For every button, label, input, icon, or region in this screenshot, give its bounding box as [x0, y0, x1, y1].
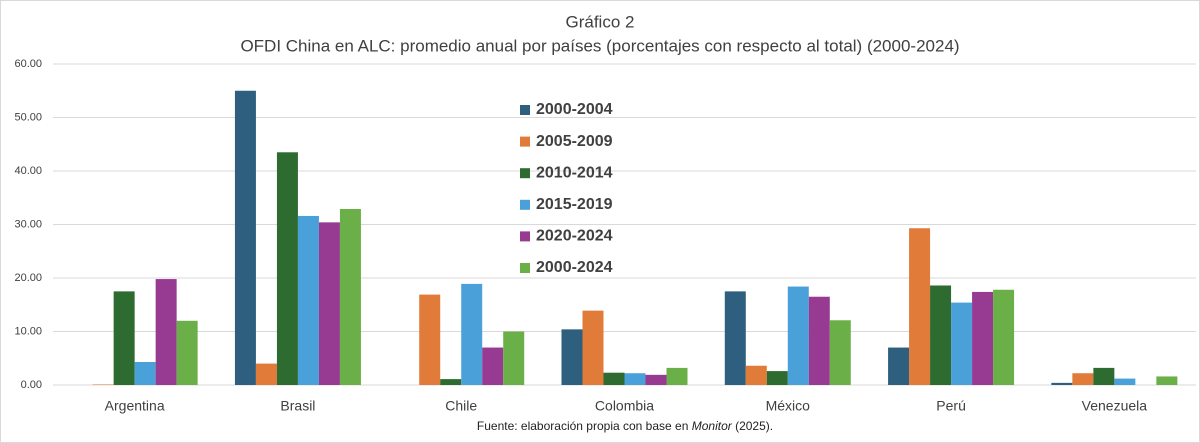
legend-label: 2015-2019 [536, 196, 613, 213]
bar [561, 329, 583, 385]
x-tick-label: Argentina [105, 398, 165, 414]
chart-subtitle: OFDI China en ALC: promedio anual por pa… [240, 36, 959, 55]
bar [766, 371, 788, 385]
x-tick-label: Venezuela [1082, 398, 1148, 414]
source-note: Fuente: elaboración propia con base en M… [477, 419, 773, 433]
bar [1156, 376, 1178, 385]
bar [113, 291, 135, 385]
y-tick-label: 40.00 [14, 165, 42, 177]
bar [624, 373, 646, 385]
bar [745, 365, 767, 385]
bar [808, 296, 830, 385]
bar [276, 152, 298, 385]
legend-swatch [520, 199, 530, 210]
bar [1114, 378, 1136, 385]
legend-label: 2000-2024 [536, 259, 613, 276]
bar [787, 286, 809, 385]
y-tick-label: 60.00 [14, 58, 42, 70]
bar [419, 294, 441, 385]
y-tick-label: 10.00 [14, 325, 42, 337]
bar [482, 347, 504, 385]
bar [234, 90, 256, 385]
legend-swatch [520, 263, 530, 273]
x-tick-label: Chile [445, 398, 477, 414]
bar [993, 289, 1015, 385]
bar [255, 363, 277, 385]
bar [909, 228, 931, 385]
bar [724, 291, 746, 385]
legend-swatch [520, 168, 530, 179]
bar [92, 384, 114, 385]
legend-swatch [520, 105, 530, 115]
bar [503, 331, 525, 385]
bar [440, 379, 462, 385]
x-tick-label: Perú [936, 398, 966, 414]
legend-label: 2010-2014 [536, 164, 613, 181]
bar [1093, 367, 1115, 385]
legend-label: 2020-2024 [536, 228, 613, 245]
y-tick-label: 30.00 [14, 218, 42, 230]
chart-title: Gráfico 2 [566, 12, 635, 31]
source-text: (2025). [732, 419, 773, 433]
source-text: Fuente: elaboración propia con base en [477, 419, 692, 433]
y-tick-label: 20.00 [14, 272, 42, 284]
bar [829, 320, 851, 385]
x-tick-label: Brasil [280, 398, 315, 414]
bar [176, 320, 198, 385]
legend-swatch [520, 136, 530, 147]
bar [666, 367, 688, 385]
x-tick-label: Colombia [595, 398, 654, 414]
legend-label: 2005-2009 [536, 133, 613, 150]
bar [1051, 382, 1073, 385]
bar [951, 302, 973, 385]
bar [972, 291, 994, 385]
bar [603, 372, 625, 385]
source-italic: Monitor [692, 419, 733, 433]
bar [582, 310, 604, 385]
bar [888, 347, 910, 385]
bar [155, 279, 177, 385]
bar [134, 361, 156, 385]
x-tick-label: México [766, 398, 811, 414]
bar [930, 285, 952, 385]
bar [461, 283, 483, 385]
bar [318, 222, 340, 385]
y-tick-label: 50.00 [14, 111, 42, 123]
legend-swatch [520, 231, 530, 242]
y-tick-label: 0.00 [21, 379, 42, 391]
bar [1072, 373, 1094, 385]
bar [339, 208, 361, 385]
bar [645, 374, 667, 385]
bar [297, 215, 319, 385]
legend-label: 2000-2004 [536, 101, 613, 118]
